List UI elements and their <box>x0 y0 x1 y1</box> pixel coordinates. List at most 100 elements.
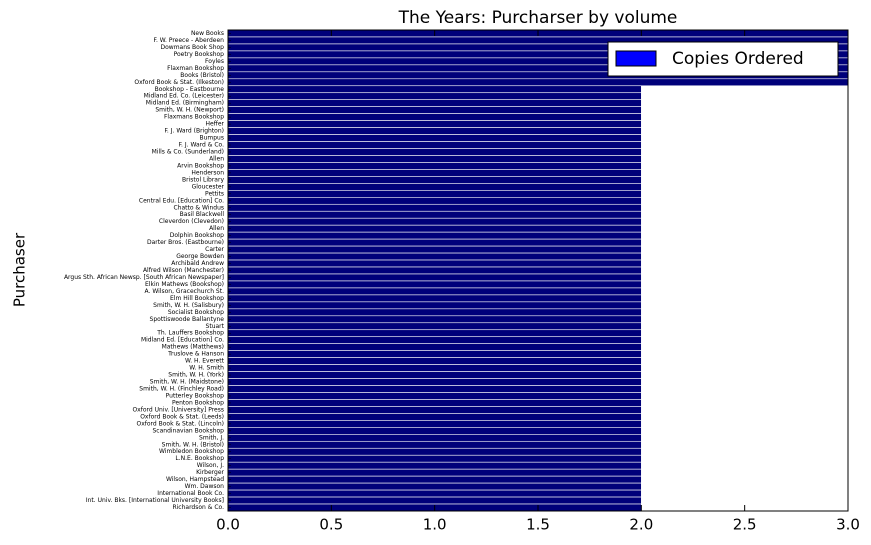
y-tick-label: Henderson <box>191 169 224 176</box>
bar <box>227 162 642 170</box>
y-tick-label: F. W. Preece - Aberdeen <box>153 37 224 44</box>
bar <box>227 489 642 498</box>
x-tick-label: 2.5 <box>733 516 757 534</box>
y-tick-label: F. J. Ward & Co. <box>179 142 225 149</box>
y-tick-label: Spottiswoode Ballantyne <box>150 316 225 323</box>
bar <box>227 468 642 477</box>
y-tick-label: Socialist Bookshop <box>168 309 224 316</box>
bar <box>227 141 642 149</box>
bar <box>227 78 849 87</box>
x-tick-label: 0.0 <box>216 516 240 534</box>
y-tick-label: Elkin Mathews (Bookshop) <box>145 281 224 288</box>
x-tick-label: 0.5 <box>319 516 343 534</box>
y-tick-label: Stuart <box>206 323 225 330</box>
y-tick-label: Gloucester <box>192 183 225 190</box>
y-tick-label: Pettits <box>205 190 224 197</box>
bar <box>227 427 642 435</box>
y-tick-label: Foyles <box>205 58 224 65</box>
bar <box>227 85 642 94</box>
bar <box>227 197 642 205</box>
y-tick-label: Wilson, Hampstead <box>166 476 224 483</box>
bar <box>227 99 642 107</box>
bar <box>227 329 642 338</box>
y-tick-label: Basil Blackwell <box>180 211 225 218</box>
y-tick-label: Wimbledon Bookshop <box>159 448 224 455</box>
bar <box>227 496 642 505</box>
y-tick-label: Carter <box>205 246 224 253</box>
y-tick-label: Chatto & Windus <box>173 204 224 211</box>
y-tick-label: Wm. Dawson <box>185 483 225 490</box>
bar <box>227 113 642 121</box>
y-tick-label: Books (Bristol) <box>180 72 224 79</box>
bar <box>227 447 642 456</box>
bar <box>227 203 642 212</box>
bar <box>227 127 642 135</box>
bar <box>227 399 642 407</box>
bar <box>227 385 642 393</box>
y-tick-label: Bristol Library <box>182 176 224 183</box>
y-tick-label: Oxford Univ. [University] Press <box>132 406 224 413</box>
bar <box>227 301 642 310</box>
bar <box>227 350 642 358</box>
bar <box>227 294 642 303</box>
y-tick-label: Int. Univ. Bks. [International Universit… <box>86 497 224 504</box>
bar <box>227 183 642 191</box>
bar <box>227 322 642 331</box>
bar <box>227 176 642 184</box>
bar <box>227 308 642 317</box>
y-tick-label: Central Edu. [Education] Co. <box>139 197 224 204</box>
y-tick-label: Allen <box>209 225 224 232</box>
y-tick-label: Oxford Book & Stat. (Ilkeston) <box>134 79 224 86</box>
bar <box>227 287 642 296</box>
y-tick-label: Flaxman Bookshop <box>167 65 224 72</box>
y-axis-label: Purchaser <box>11 232 29 307</box>
y-tick-label: Oxford Book & Stat. (Leeds) <box>140 413 224 420</box>
x-tick-label: 2.0 <box>629 516 653 534</box>
y-tick-label: L.N.E. Bookshop <box>175 455 224 462</box>
y-tick-label: Dolphin Bookshop <box>170 232 224 239</box>
y-tick-label: Smith, W. H. (York) <box>168 372 224 379</box>
bar <box>227 148 642 156</box>
y-tick-label: Midland Ed. [Education] Co. <box>141 337 224 344</box>
bar <box>227 266 642 275</box>
bar <box>227 210 642 219</box>
bar <box>227 252 642 261</box>
y-tick-label: New Books <box>191 30 224 37</box>
bar <box>227 454 642 463</box>
bar <box>227 259 642 268</box>
bar <box>227 406 642 414</box>
y-tick-label: Wilson, J. <box>197 462 224 469</box>
y-tick-label: Dowmans Book Shop <box>161 44 225 51</box>
x-tick-label: 1.5 <box>526 516 550 534</box>
y-tick-label: Flaxmans Bookshop <box>164 114 224 121</box>
legend-label: Copies Ordered <box>672 49 804 69</box>
bar <box>227 357 642 365</box>
y-tick-label: Smith, W. H. (Finchley Road) <box>139 386 224 393</box>
bar <box>227 336 642 344</box>
y-tick-label: Bumpus <box>199 135 224 142</box>
y-tick-label: Putterley Bookshop <box>166 392 225 399</box>
y-tick-label: Elm Hill Bookshop <box>170 295 224 302</box>
bar <box>227 461 642 470</box>
bar <box>227 120 642 128</box>
legend-swatch <box>615 50 657 67</box>
y-tick-label: Th. Lauffers Bookshop <box>156 330 224 337</box>
bar <box>227 106 642 114</box>
bar <box>227 371 642 379</box>
y-tick-label: Cleverdon (Clevedon) <box>159 218 224 225</box>
bar <box>227 245 642 254</box>
bar <box>227 190 642 198</box>
bar <box>227 315 642 324</box>
bar <box>227 343 642 351</box>
bar <box>227 155 642 163</box>
chart-title: The Years: Purcharser by volume <box>398 8 678 28</box>
y-tick-label: Penton Bookshop <box>172 399 224 406</box>
bar <box>227 434 642 442</box>
y-tick-label: F. J. Ward (Brighton) <box>164 128 224 135</box>
y-tick-label: Argus Sth. African Newsp. [South African… <box>64 274 224 281</box>
bar <box>227 169 642 177</box>
y-tick-label: Darter Bros. (Eastbourne) <box>147 239 224 246</box>
bar <box>227 134 642 142</box>
y-tick-label: W. H. Everett <box>185 358 225 365</box>
